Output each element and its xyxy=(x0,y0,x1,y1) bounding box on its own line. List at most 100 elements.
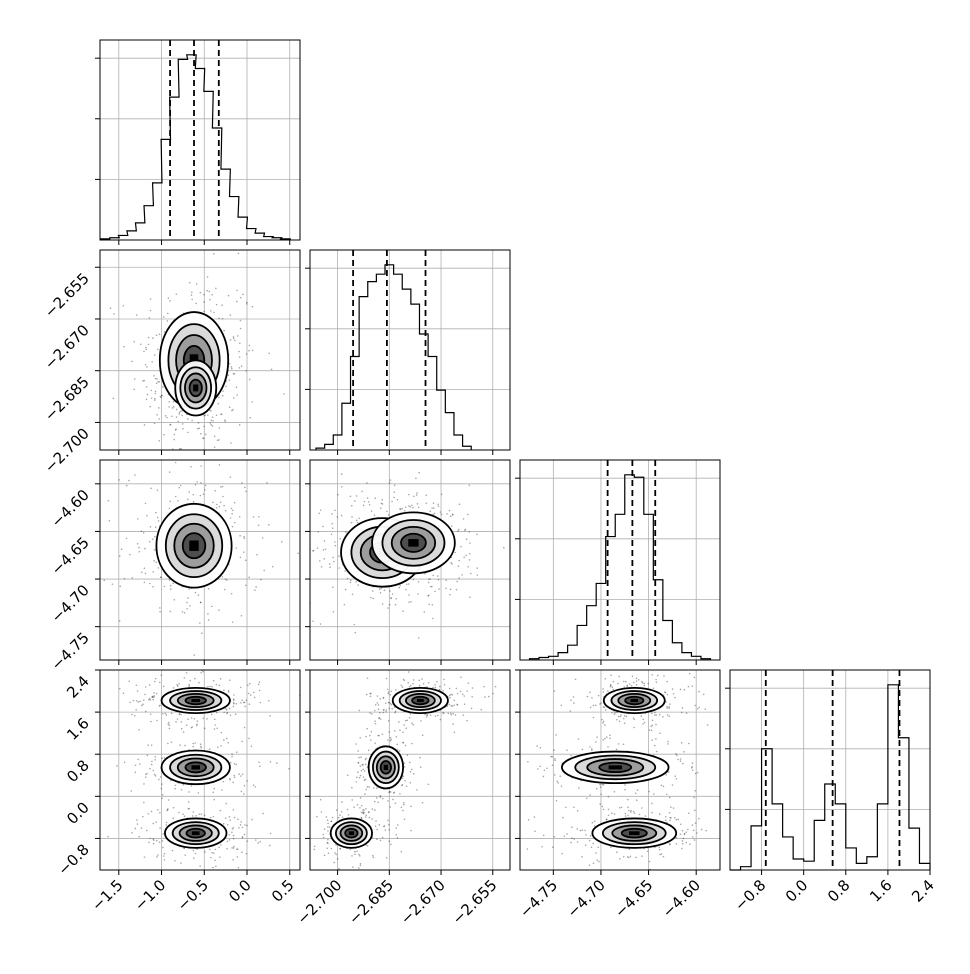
scatter-point xyxy=(607,690,609,692)
scatter-point xyxy=(259,701,262,704)
scatter-point xyxy=(405,785,408,787)
scatter-point xyxy=(230,592,233,595)
scatter-point xyxy=(288,767,290,770)
density-peak xyxy=(348,831,354,835)
scatter-point xyxy=(412,773,415,775)
scatter-point xyxy=(576,810,579,812)
scatter-point xyxy=(581,748,584,751)
scatter-point xyxy=(158,333,161,336)
scatter-point xyxy=(142,815,144,818)
scatter-point xyxy=(254,839,257,841)
scatter-point xyxy=(366,677,369,680)
scatter-point xyxy=(235,751,238,754)
scatter-point xyxy=(572,696,575,698)
scatter-point xyxy=(157,520,160,522)
scatter-point xyxy=(439,718,442,721)
scatter-point xyxy=(192,857,195,859)
scatter-point xyxy=(154,677,157,680)
scatter-point xyxy=(219,809,222,812)
density-peak xyxy=(608,765,622,770)
scatter-point xyxy=(463,703,466,706)
scatter-point xyxy=(269,844,271,847)
scatter-point xyxy=(301,492,303,494)
scatter-point xyxy=(633,726,635,729)
scatter-point xyxy=(354,500,356,502)
scatter-point xyxy=(337,816,340,819)
scatter-point xyxy=(249,682,251,685)
scatter-point xyxy=(365,735,367,738)
scatter-point xyxy=(383,709,385,711)
scatter-point xyxy=(161,757,163,759)
scatter-point xyxy=(164,712,167,715)
scatter-point xyxy=(360,804,363,807)
scatter-point xyxy=(154,535,156,538)
scatter-point xyxy=(463,529,466,532)
scatter-point xyxy=(401,777,404,780)
scatter-point xyxy=(357,762,360,764)
scatter-point xyxy=(330,820,332,823)
scatter-point xyxy=(604,709,607,711)
scatter-point xyxy=(203,310,206,313)
scatter-point xyxy=(390,690,393,693)
scatter-point xyxy=(360,811,363,814)
scatter-point xyxy=(641,855,643,857)
scatter-point xyxy=(267,699,270,702)
scatter-point xyxy=(245,852,248,855)
scatter-point xyxy=(190,291,193,294)
scatter-point xyxy=(443,712,445,714)
scatter-point xyxy=(165,714,168,716)
scatter-point xyxy=(700,828,703,831)
scatter-point xyxy=(382,711,385,714)
scatter-point xyxy=(322,549,325,551)
scatter-point xyxy=(218,684,221,687)
scatter-point xyxy=(140,827,143,829)
scatter-point xyxy=(108,519,111,522)
scatter-point xyxy=(269,761,272,763)
y-tick-label: 1.6 xyxy=(63,714,93,744)
scatter-point xyxy=(351,516,353,518)
scatter-point xyxy=(553,774,556,776)
scatter-point xyxy=(666,693,669,696)
scatter-point xyxy=(176,684,178,686)
scatter-point xyxy=(410,504,413,507)
scatter-point xyxy=(660,853,663,855)
scatter-point xyxy=(651,739,653,741)
scatter-point xyxy=(406,719,409,722)
scatter-point xyxy=(159,576,162,579)
scatter-point xyxy=(196,720,199,722)
scatter-point xyxy=(668,715,671,718)
scatter-point xyxy=(561,852,563,855)
scatter-point xyxy=(148,540,151,543)
scatter-point xyxy=(233,521,236,524)
density-peak xyxy=(193,384,199,392)
scatter-point xyxy=(468,484,471,487)
scatter-point xyxy=(675,752,677,755)
scatter-point xyxy=(230,366,233,368)
scatter-point xyxy=(351,786,353,789)
scatter-point xyxy=(214,859,216,862)
scatter-point xyxy=(145,773,147,776)
scatter-point xyxy=(554,759,556,762)
scatter-point xyxy=(403,803,405,806)
scatter-point xyxy=(131,713,133,716)
scatter-point xyxy=(162,846,164,849)
scatter-point xyxy=(393,791,396,794)
scatter-point xyxy=(440,513,443,516)
x-tick-label: −2.670 xyxy=(397,876,449,928)
scatter-point xyxy=(651,802,653,805)
scatter-point xyxy=(304,551,306,553)
scatter-point xyxy=(178,413,181,415)
scatter-point xyxy=(601,718,603,721)
scatter-point xyxy=(466,690,468,692)
scatter-point xyxy=(465,538,468,541)
scatter-point xyxy=(368,503,371,506)
scatter-point xyxy=(220,486,222,488)
scatter-point xyxy=(215,414,218,417)
scatter-point xyxy=(157,567,160,569)
scatter-point xyxy=(159,704,161,707)
scatter-point xyxy=(573,806,575,809)
scatter-point xyxy=(653,744,656,747)
scatter-point xyxy=(682,842,684,845)
scatter-point xyxy=(103,579,106,582)
